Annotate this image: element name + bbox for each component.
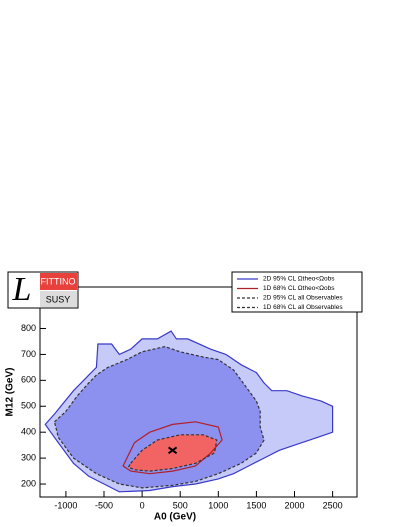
best-fit-marker [167,446,178,455]
x-axis-label: A0 (GeV) [154,512,196,523]
y-tick-label: 200 [21,478,36,488]
legend-label: 1D 68% CL all Observables [263,304,343,311]
logo-gray [40,291,77,307]
y-tick-label: 800 [21,323,36,333]
x-tick-label: -1000 [54,500,77,510]
x-tick-label: 1000 [208,500,228,510]
y-tick-label: 400 [21,427,36,437]
contour-fill [128,434,217,472]
contour-line [44,330,334,493]
logo-red [40,273,77,290]
frame [39,286,358,498]
x-tick-label: -500 [95,500,113,510]
legend-label: 2D 95% CL Ωtheo<Ωobs [263,276,335,283]
contour-line [122,421,223,475]
y-axis-label: M12 (GeV) [5,368,16,417]
logo-bottom: SUSY [46,294,71,304]
legend-label: 1D 68% CL Ωtheo<Ωobs [263,285,335,292]
x-tick-label: 0 [140,500,145,510]
y-tick-label: 500 [21,401,36,411]
x-tick-label: 2500 [323,500,343,510]
x-tick-label: 2000 [284,500,304,510]
legend-label: 2D 95% CL all Observables [263,295,343,302]
logo: L FITTINO SUSY [7,271,79,309]
x-tick-label: 500 [173,500,188,510]
logo-top: FITTINO [41,276,76,286]
plot-area [44,330,334,493]
x-tick-label: 1500 [246,500,266,510]
contour-line [53,345,265,489]
contour-line [127,434,218,472]
y-tick-label: 600 [21,375,36,385]
y-tick-label: 700 [21,349,36,359]
axes: -1000 -500 0 500 1000 1500 2000 2500 200 300 400 50… [21,323,343,511]
legend: 2D 95% CL Ωtheo<Ωobs 1D 68% CL Ωtheo<Ωobs… [231,271,363,313]
logo-letter: L [12,271,32,308]
y-tick-label: 300 [21,452,36,462]
